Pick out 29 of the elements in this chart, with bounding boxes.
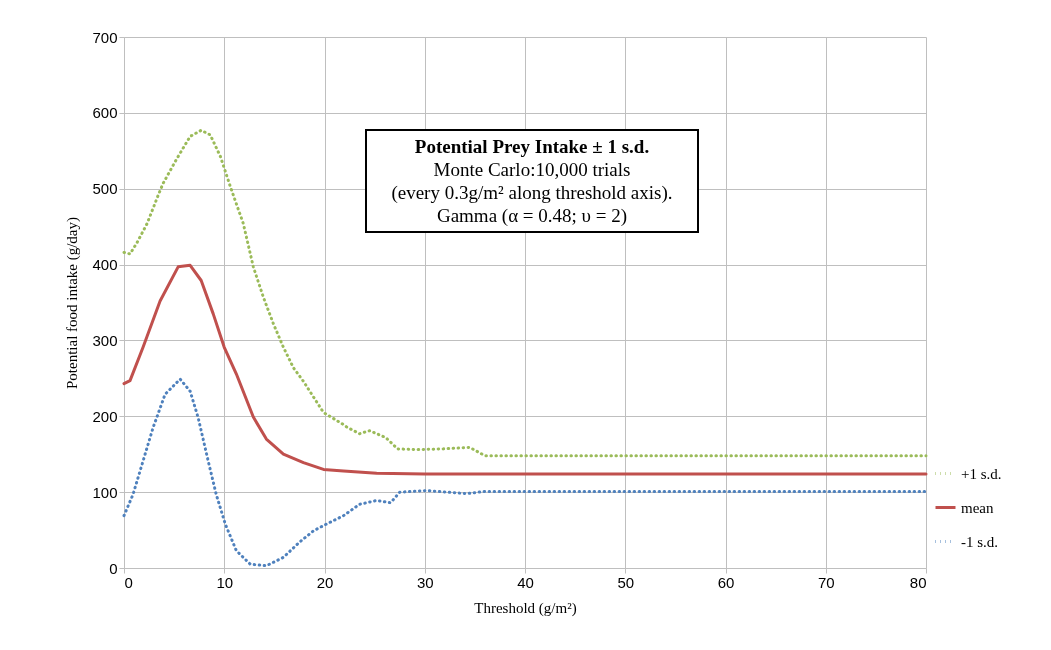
y-tick-label: 0 xyxy=(109,559,118,577)
annotation: Gamma (α = 0.48; υ = 2) xyxy=(435,204,629,227)
text: Potential Prey Intake ± 1 s.d. xyxy=(413,135,651,158)
x-tick-label: 60 xyxy=(717,573,735,591)
y-tick-label: 600 xyxy=(92,104,118,122)
y-tick-label: 700 xyxy=(92,28,118,46)
x-tick-label: 20 xyxy=(316,573,334,591)
legend-label: -1 s.d. xyxy=(961,533,999,550)
x-axis-title: Threshold (g/m²) xyxy=(474,599,577,617)
x-tick-label: 30 xyxy=(416,573,434,591)
y-tick-label: 100 xyxy=(92,483,118,501)
x-tick-label: 70 xyxy=(817,573,835,591)
x-tick-label: 50 xyxy=(617,573,635,591)
x-tick-label: 40 xyxy=(517,573,534,591)
legend-label: +1 s.d. xyxy=(961,465,1002,482)
line-series xyxy=(122,128,928,458)
annotation: Monte Carlo:10,000 trials xyxy=(432,158,632,181)
line-series xyxy=(122,263,928,476)
y-tick-label: 200 xyxy=(92,407,118,425)
x-tick-label: 80 xyxy=(909,573,927,591)
legend-label: mean xyxy=(961,499,994,516)
y-tick-label: 300 xyxy=(92,331,118,349)
line-series xyxy=(122,377,928,568)
x-tick-label: 0 xyxy=(124,573,133,591)
x-tick-label: 10 xyxy=(216,573,234,591)
y-axis-title: Potential food intake (g/day) xyxy=(64,216,82,390)
annotation: (every 0.3g/m² along threshold axis). xyxy=(390,181,674,204)
y-tick-label: 400 xyxy=(92,256,118,274)
y-tick-label: 500 xyxy=(92,180,118,198)
